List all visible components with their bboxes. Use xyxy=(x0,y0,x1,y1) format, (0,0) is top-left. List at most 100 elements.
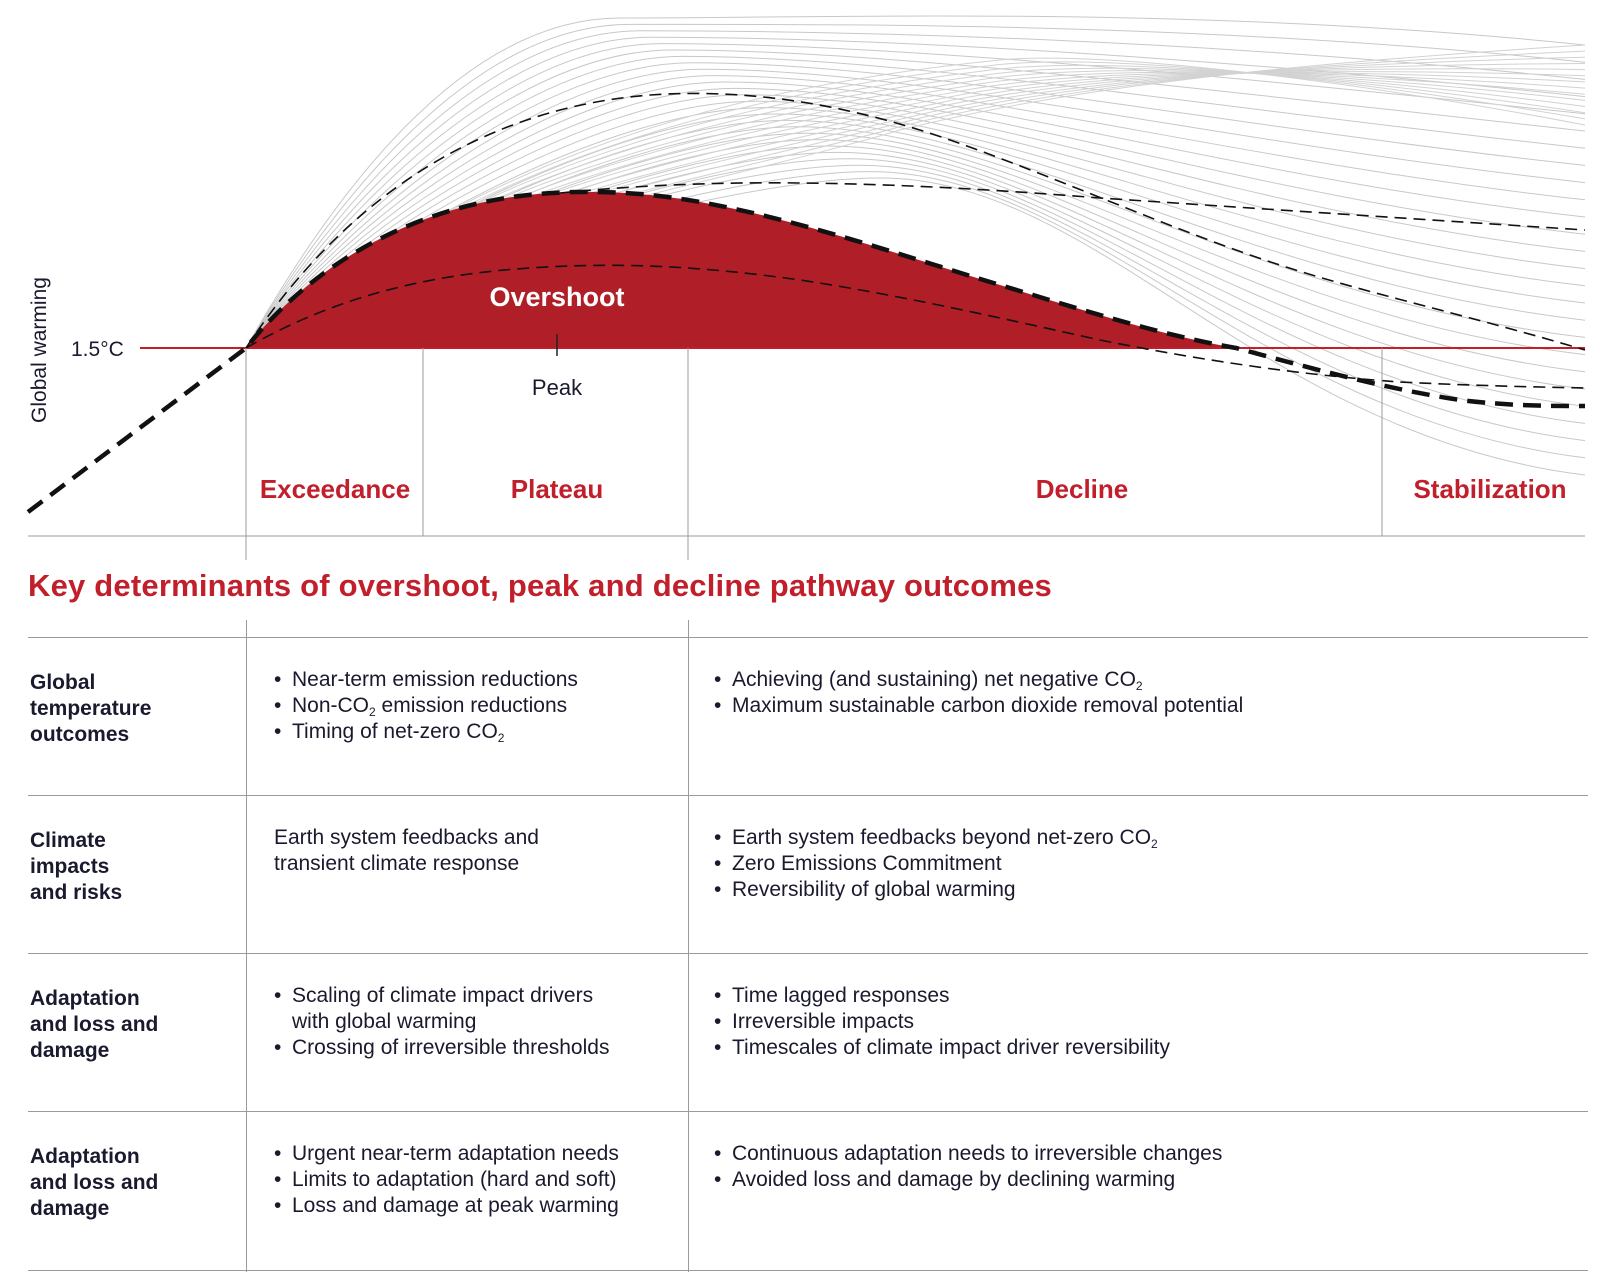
row-divider xyxy=(28,1111,1588,1112)
bullet-item: Avoided loss and damage by declining war… xyxy=(714,1167,1222,1193)
bullet-item: Time lagged responses xyxy=(714,983,1170,1009)
left-column-cell: Near-term emission reductionsNon-CO2 emi… xyxy=(274,667,578,745)
bullet-item: Limits to adaptation (hard and soft) xyxy=(274,1167,619,1193)
row-label: Adaptation and loss and damage xyxy=(30,1144,230,1222)
bullet-item: with global warming xyxy=(274,1009,609,1035)
right-column-cell: Earth system feedbacks beyond net-zero C… xyxy=(714,825,1158,903)
row-label-line: damage xyxy=(30,1197,110,1220)
left-column-cell: Urgent near-term adaptation needs Limits … xyxy=(274,1141,619,1219)
bullet-item: Crossing of irreversible thresholds xyxy=(274,1035,609,1061)
row-divider xyxy=(28,1270,1588,1271)
cell-text: with global warming xyxy=(292,1010,477,1033)
stage-exceedance: Exceedance xyxy=(260,474,410,504)
right-column-cell: Time lagged responses Irreversible impact… xyxy=(714,983,1170,1061)
cell-text: Limits to adaptation (hard and soft) xyxy=(292,1168,617,1191)
column-divider-right xyxy=(688,620,689,1272)
pathway-line xyxy=(245,23,1586,349)
row-label-line: outcomes xyxy=(30,723,130,746)
bullet-item: Maximum sustainable carbon dioxide remov… xyxy=(714,693,1243,719)
row-divider xyxy=(28,795,1588,796)
stage-decline: Decline xyxy=(1036,474,1129,504)
threshold-label: 1.5°C xyxy=(71,338,124,361)
peak-label: Peak xyxy=(532,375,583,400)
section-heading: Key determinants of overshoot, peak and … xyxy=(28,568,1052,603)
cell-text: Earth system feedbacks beyond net-zero C… xyxy=(732,826,1152,849)
pathway-line xyxy=(245,15,1586,349)
bullet-item: Reversibility of global warming xyxy=(714,877,1158,903)
row-label: Global temperature outcomes xyxy=(30,670,230,748)
pathway-line xyxy=(245,81,1586,349)
subscript: 2 xyxy=(1135,679,1143,693)
dashed-pathway-high xyxy=(245,92,1586,351)
overshoot-area xyxy=(246,191,1236,348)
row-label-line: damage xyxy=(30,1039,110,1062)
row-label: Adaptation and loss and damage xyxy=(30,986,230,1064)
row-label: Climate impacts and risks xyxy=(30,828,230,906)
cell-text: Crossing of irreversible thresholds xyxy=(292,1036,610,1059)
cell-text: Irreversible impacts xyxy=(732,1010,915,1033)
bullet-list: Urgent near-term adaptation needs Limits … xyxy=(274,1141,619,1219)
left-column-cell: Scaling of climate impact drivers with gl… xyxy=(274,983,609,1061)
subscript: 2 xyxy=(1151,837,1158,851)
pathway-line xyxy=(245,94,1586,349)
bullet-item: Non-CO2 emission reductions xyxy=(274,693,578,719)
cell-text: Timing of net-zero CO xyxy=(292,720,498,743)
cell-text: Avoided loss and damage by declining war… xyxy=(732,1168,1176,1191)
row-label-line: and risks xyxy=(30,881,123,904)
pathway-line xyxy=(245,30,1586,349)
row-divider xyxy=(28,953,1588,954)
subscript: 2 xyxy=(369,705,376,719)
bullet-item: Loss and damage at peak warming xyxy=(274,1193,619,1219)
pathway-line xyxy=(245,49,1586,349)
bullet-item: Zero Emissions Commitment xyxy=(714,851,1158,877)
pathway-line xyxy=(245,62,1586,349)
bullet-list: Continuous adaptation needs to irreversi… xyxy=(714,1141,1222,1193)
cell-text: Achieving (and sustaining) net negative … xyxy=(732,668,1136,691)
stage-plateau: Plateau xyxy=(511,474,604,504)
bullet-item: Timescales of climate impact driver reve… xyxy=(714,1035,1170,1061)
bullet-item: Scaling of climate impact drivers xyxy=(274,983,609,1009)
bullet-list: Time lagged responses Irreversible impact… xyxy=(714,983,1170,1061)
bullet-item: Irreversible impacts xyxy=(714,1009,1170,1035)
row-label-line: temperature xyxy=(30,697,152,720)
cell-text: Scaling of climate impact drivers xyxy=(292,984,594,1007)
pathway-line xyxy=(245,68,1586,349)
left-column-cell: Earth system feedbacks and transient clim… xyxy=(274,825,539,877)
cell-text: emission reductions xyxy=(375,694,568,717)
cell-text: Timescales of climate impact driver reve… xyxy=(732,1036,1170,1059)
row-label-line: Adaptation xyxy=(30,987,140,1010)
cell-text: Near-term emission reductions xyxy=(292,668,578,691)
cell-text: Urgent near-term adaptation needs xyxy=(292,1142,619,1165)
subscript: 2 xyxy=(497,731,505,745)
cell-text: Time lagged responses xyxy=(732,984,950,1007)
right-column-cell: Continuous adaptation needs to irreversi… xyxy=(714,1141,1222,1193)
cell-text: Continuous adaptation needs to irreversi… xyxy=(732,1142,1223,1165)
column-divider-left xyxy=(246,620,247,1272)
row-label-line: impacts xyxy=(30,855,110,878)
bullet-item: Near-term emission reductions xyxy=(274,667,578,693)
cell-text: Non-CO xyxy=(292,694,370,717)
cell-text: Loss and damage at peak warming xyxy=(292,1194,619,1217)
bullet-item: Continuous adaptation needs to irreversi… xyxy=(714,1141,1222,1167)
cell-line: Earth system feedbacks and xyxy=(274,826,539,849)
bullet-list: Near-term emission reductionsNon-CO2 emi… xyxy=(274,667,578,745)
pathway-line xyxy=(245,87,1586,349)
central-pathway xyxy=(26,189,1586,514)
bullet-item: Timing of net-zero CO2 xyxy=(274,719,578,745)
bullet-item: Earth system feedbacks beyond net-zero C… xyxy=(714,825,1158,851)
bullet-list: Scaling of climate impact drivers with gl… xyxy=(274,983,609,1061)
row-label-line: Climate xyxy=(30,829,106,852)
cell-text: Zero Emissions Commitment xyxy=(732,852,1002,875)
stage-stabilization: Stabilization xyxy=(1413,474,1566,504)
pathway-line xyxy=(245,36,1586,349)
bullet-list: Achieving (and sustaining) net negative … xyxy=(714,667,1243,719)
bullet-item: Achieving (and sustaining) net negative … xyxy=(714,667,1243,693)
pathway-line xyxy=(245,55,1586,349)
right-column-cell: Achieving (and sustaining) net negative … xyxy=(714,667,1243,719)
row-label-line: Global xyxy=(30,671,96,694)
row-label-line: and loss and xyxy=(30,1171,159,1194)
cell-line: transient climate response xyxy=(274,852,520,875)
y-axis-label: Global warming xyxy=(28,277,51,423)
bullet-list: Earth system feedbacks beyond net-zero C… xyxy=(714,825,1158,903)
pathway-line xyxy=(245,43,1586,349)
